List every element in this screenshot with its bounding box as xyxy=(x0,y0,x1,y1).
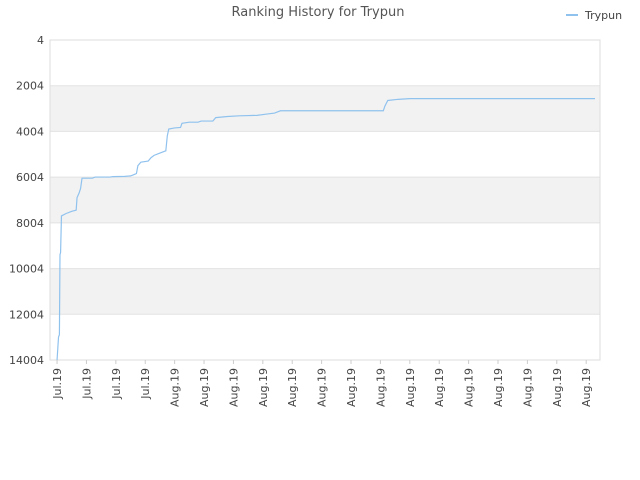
x-tick-label: Jul.19 xyxy=(110,368,123,400)
x-tick-label: Aug.19 xyxy=(257,368,270,407)
x-tick-label: Aug.19 xyxy=(198,368,211,407)
x-tick-label: Aug.19 xyxy=(316,368,329,407)
x-tick-label: Aug.19 xyxy=(433,368,446,407)
chart-title: Ranking History for Trypun xyxy=(232,5,405,20)
x-tick-label: Aug.19 xyxy=(492,368,505,407)
x-tick-label: Aug.19 xyxy=(227,368,240,407)
y-tick-label: 8004 xyxy=(16,217,44,230)
y-tick-label: 2004 xyxy=(16,80,44,93)
x-tick-label: Aug.19 xyxy=(404,368,417,407)
x-tick-label: Aug.19 xyxy=(169,368,182,407)
x-tick-label: Jul.19 xyxy=(51,368,64,400)
grid-band xyxy=(50,268,600,315)
series-line xyxy=(56,98,595,361)
y-tick-label: 14004 xyxy=(9,354,44,367)
y-tick-label: 10004 xyxy=(9,263,44,276)
x-tick-label: Aug.19 xyxy=(374,368,387,407)
y-tick-label: 6004 xyxy=(16,171,44,184)
plot-frame xyxy=(49,39,601,361)
x-tick-label: Jul.19 xyxy=(139,368,152,400)
y-tick-label: 4004 xyxy=(16,125,44,138)
y-tick-label: 12004 xyxy=(9,308,44,321)
x-tick-label: Aug.19 xyxy=(521,368,534,407)
grid-band xyxy=(50,177,600,223)
grid-band xyxy=(50,85,600,132)
x-tick-label: Jul.19 xyxy=(80,368,93,400)
x-tick-label: Aug.19 xyxy=(286,368,299,407)
x-tick-label: Aug.19 xyxy=(463,368,476,407)
x-tick-label: Aug.19 xyxy=(551,368,564,407)
y-tick-label: 4 xyxy=(37,34,44,47)
x-tick-label: Aug.19 xyxy=(580,368,593,407)
x-tick-label: Aug.19 xyxy=(345,368,358,407)
legend-label: Trypun xyxy=(584,9,622,22)
